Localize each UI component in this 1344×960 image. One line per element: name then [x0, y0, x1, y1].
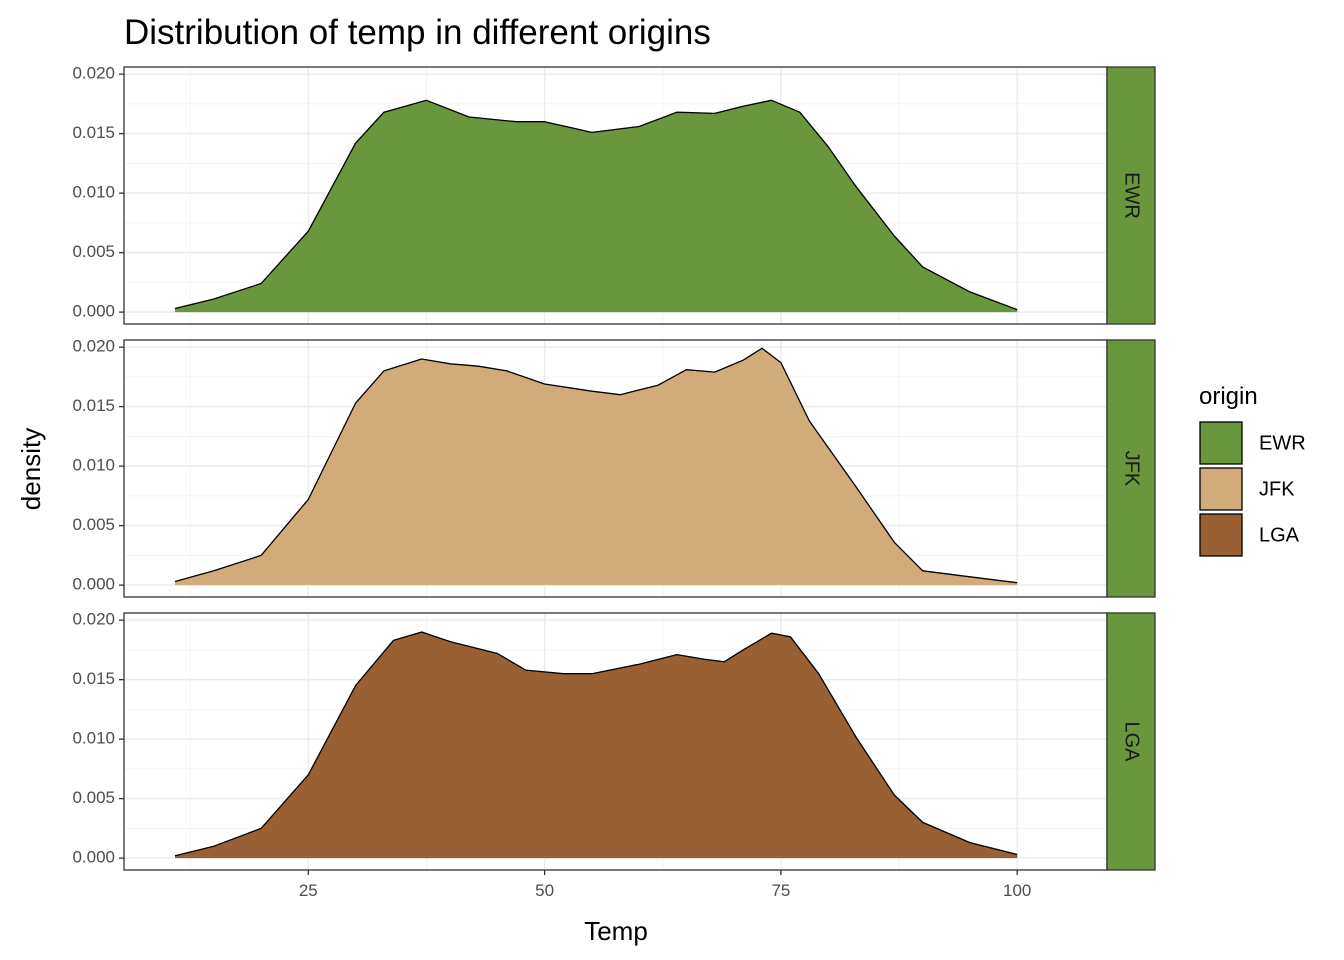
x-tick-label: 50 — [535, 881, 554, 900]
legend-label-ewr: EWR — [1259, 432, 1306, 454]
legend-key-ewr — [1199, 421, 1243, 465]
y-tick-label: 0.020 — [72, 610, 115, 629]
y-tick-label: 0.000 — [72, 848, 115, 867]
x-axis-title: Temp — [584, 916, 648, 946]
y-tick-label: 0.015 — [72, 123, 115, 142]
legend-label-jfk: JFK — [1259, 478, 1295, 500]
panel-lga: LGA 0.000 0.005 0.010 0.015 0.020 — [72, 610, 1156, 871]
y-tick-label: 0.015 — [72, 396, 115, 415]
y-tick-label: 0.010 — [72, 729, 115, 748]
y-tick-label: 0.020 — [72, 337, 115, 356]
facet-strip — [1106, 339, 1156, 598]
x-tick-label: 25 — [299, 881, 318, 900]
y-tick-label: 0.010 — [72, 183, 115, 202]
y-tick-label: 0.005 — [72, 242, 115, 261]
y-tick-label: 0.005 — [72, 515, 115, 534]
legend-key-jfk — [1199, 467, 1243, 511]
legend: origin EWR JFK LGA — [1199, 383, 1306, 557]
x-tick-label: 75 — [771, 881, 790, 900]
legend-label-lga: LGA — [1259, 524, 1300, 546]
density-area-ewr — [175, 100, 1018, 313]
facet-strip-label: LGA — [1121, 721, 1143, 762]
facet-strip — [1106, 612, 1156, 871]
plot-title: Distribution of temp in different origin… — [124, 13, 711, 52]
density-outline-lga — [174, 631, 1018, 857]
density-area-lga — [175, 632, 1018, 859]
facet-strip-label: JFK — [1121, 451, 1143, 487]
x-tick-label: 100 — [1003, 881, 1031, 900]
y-tick-label: 0.015 — [72, 669, 115, 688]
x-axis: 25 50 75 100 — [299, 870, 1031, 900]
panel-ewr: EWR 0.000 0.005 0.010 0.015 0.020 — [72, 64, 1156, 325]
legend-title: origin — [1199, 383, 1258, 410]
y-axis-title: density — [16, 428, 46, 510]
panel-jfk: JFK 0.000 0.005 0.010 0.015 0.020 — [72, 337, 1156, 598]
density-outline-jfk — [174, 347, 1018, 584]
density-outline-ewr — [174, 99, 1018, 311]
y-tick-label: 0.000 — [72, 302, 115, 321]
facet-panels: EWR 0.000 0.005 0.010 0.015 0.020 JFK 0.000 0.00… — [72, 64, 1156, 900]
density-area-jfk — [175, 348, 1018, 586]
facet-strip-label: EWR — [1121, 172, 1143, 219]
legend-key-lga — [1199, 513, 1243, 557]
y-tick-label: 0.005 — [72, 788, 115, 807]
y-tick-label: 0.020 — [72, 64, 115, 83]
y-tick-label: 0.000 — [72, 575, 115, 594]
facet-strip — [1106, 66, 1156, 325]
y-tick-label: 0.010 — [72, 456, 115, 475]
